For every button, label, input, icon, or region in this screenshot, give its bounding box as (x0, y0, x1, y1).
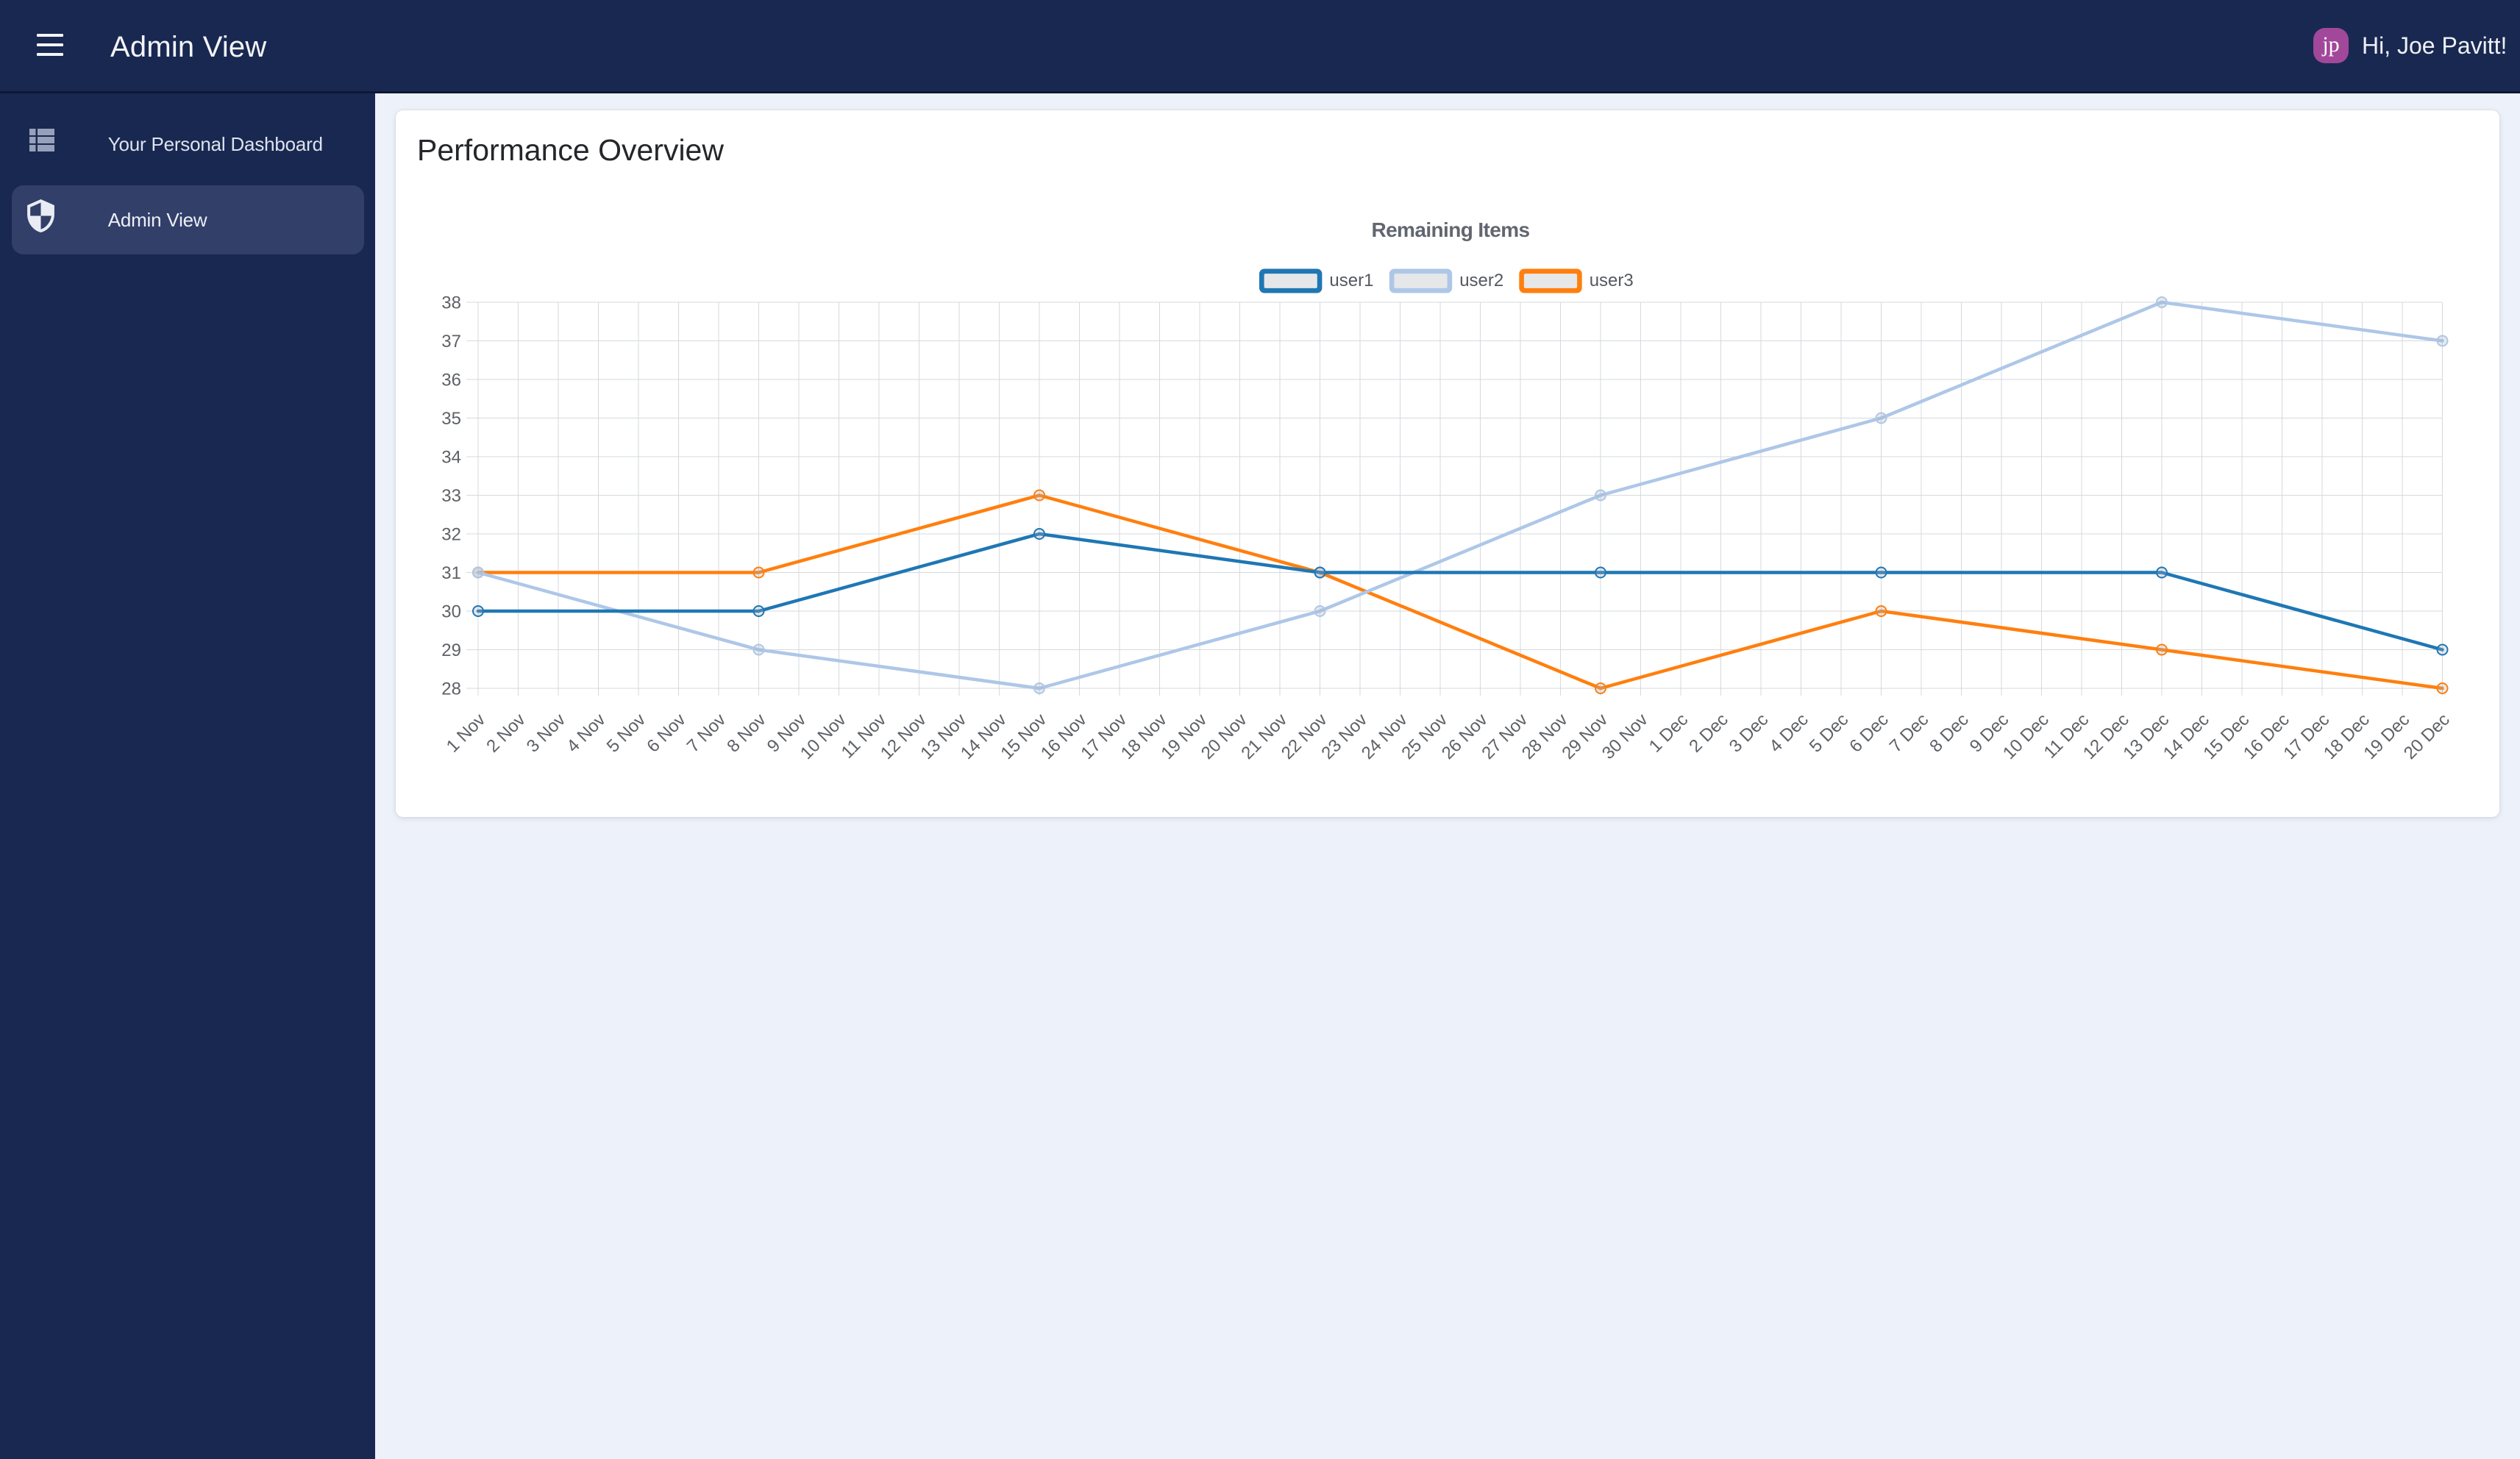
svg-text:10 Nov: 10 Nov (797, 710, 850, 763)
svg-text:1 Nov: 1 Nov (443, 710, 489, 756)
svg-text:5 Nov: 5 Nov (603, 710, 649, 756)
svg-text:32: 32 (441, 525, 461, 545)
svg-text:7 Dec: 7 Dec (1886, 710, 1932, 756)
svg-text:2 Dec: 2 Dec (1685, 710, 1731, 756)
svg-text:3 Dec: 3 Dec (1726, 710, 1772, 756)
svg-text:20 Dec: 20 Dec (2400, 710, 2454, 763)
svg-text:4 Dec: 4 Dec (1765, 710, 1812, 756)
svg-text:37: 37 (441, 332, 461, 352)
svg-text:7 Nov: 7 Nov (683, 710, 730, 756)
svg-text:6 Dec: 6 Dec (1845, 710, 1892, 756)
svg-text:1 Dec: 1 Dec (1645, 710, 1692, 756)
svg-text:10 Dec: 10 Dec (1999, 710, 2053, 763)
svg-text:35: 35 (441, 409, 461, 429)
svg-text:3 Nov: 3 Nov (523, 710, 569, 756)
svg-text:5 Dec: 5 Dec (1806, 710, 1852, 756)
svg-text:Remaining Items: Remaining Items (1371, 218, 1529, 241)
svg-text:8 Dec: 8 Dec (1926, 710, 1972, 756)
svg-text:user2: user2 (1459, 271, 1503, 290)
svg-text:user3: user3 (1590, 271, 1634, 290)
svg-text:user1: user1 (1329, 271, 1373, 290)
svg-text:30: 30 (441, 602, 461, 622)
svg-text:6 Nov: 6 Nov (643, 710, 689, 756)
svg-text:31: 31 (441, 563, 461, 583)
svg-text:30 Nov: 30 Nov (1598, 710, 1652, 763)
svg-text:33: 33 (441, 486, 461, 506)
svg-text:28: 28 (441, 679, 461, 699)
svg-text:4 Nov: 4 Nov (563, 710, 609, 756)
svg-text:36: 36 (441, 371, 461, 390)
svg-text:2 Nov: 2 Nov (483, 710, 529, 756)
svg-text:8 Nov: 8 Nov (723, 710, 769, 756)
svg-text:38: 38 (441, 293, 461, 313)
svg-text:34: 34 (441, 448, 461, 468)
svg-text:29: 29 (441, 641, 461, 660)
